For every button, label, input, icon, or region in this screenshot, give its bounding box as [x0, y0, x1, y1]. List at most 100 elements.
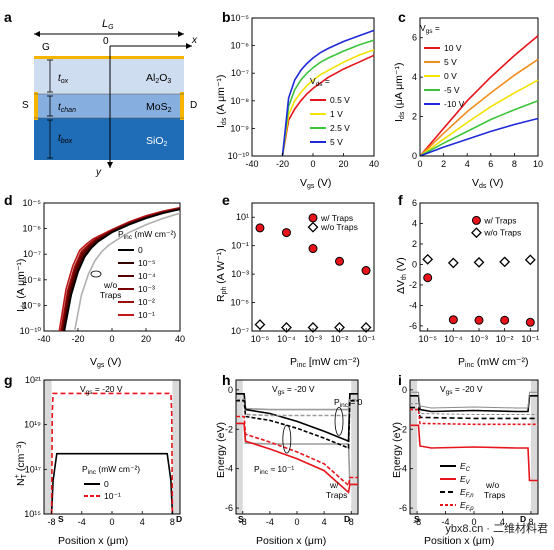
panel-label-d: d: [4, 192, 13, 208]
layer-sio2: [34, 118, 184, 160]
f-point-traps: [474, 315, 484, 325]
panel-d-labels: d Vgs (V) Ids (A μm⁻¹) Pinc (mW cm⁻²) w/…: [4, 192, 176, 369]
lg-label: LG: [102, 18, 114, 31]
b-series-line-0: [281, 54, 375, 157]
xtick-label-f: 10⁻¹: [521, 334, 539, 344]
source-label: S: [22, 100, 29, 111]
xtick-label-c: 4: [465, 159, 470, 169]
ytick-label-d: 10⁻⁹: [22, 300, 41, 310]
e-ylabel: Rph (A W⁻¹): [215, 248, 228, 302]
b-legend-entry-0: 0.5 V: [330, 95, 350, 105]
panel-label-f: f: [398, 192, 403, 208]
d-annotation-wo: w/o: [103, 280, 118, 290]
layer-mos2: [34, 94, 184, 118]
f-xlabel: Pinc (mW cm⁻²): [458, 356, 529, 369]
gate-contact: [34, 56, 184, 59]
plot-f: w/ Traps w/o Traps 10⁻⁵ 10⁻⁴ 10⁻³ 10⁻² 10⁻¹ 6 4 2…: [409, 198, 539, 344]
e-point-traps: [361, 266, 371, 276]
c-series-line-0: [419, 35, 539, 157]
xtick-label-i: -8: [413, 517, 421, 527]
xtick-label-f: 10⁻⁵: [418, 334, 437, 344]
xtick-label-g: 4: [140, 517, 145, 527]
xtick-label-i: 4: [500, 517, 505, 527]
c-series-line-3: [419, 100, 539, 157]
ytick-label-c: 2: [412, 112, 417, 122]
f-legend-traps: w/ Traps: [483, 215, 516, 225]
d-legend-entry-3: 10⁻³: [138, 284, 155, 294]
f-point-notraps: [524, 254, 536, 266]
g-legend-entry-0: 0: [104, 479, 109, 489]
ytick-label-e: 10⁻⁷: [231, 326, 249, 336]
e-point-notraps: [360, 322, 372, 333]
d-annotation-ellipse: [90, 270, 102, 278]
i-drain-region: [530, 380, 538, 514]
xtick-label-g: 8: [170, 517, 175, 527]
h-efn-line-traps: [236, 399, 358, 450]
d-legend-entry-0: 0: [138, 245, 143, 255]
ytick-label-i: 0: [402, 385, 407, 395]
xtick-label-c: 0: [417, 159, 422, 169]
e-point-traps: [255, 223, 265, 233]
plot-frame-b: [251, 17, 375, 157]
ytick-label-h: -2: [225, 424, 233, 434]
d-series-line-0: [73, 212, 181, 332]
g-ylabel: N+T (cm⁻³): [14, 441, 28, 486]
watermark: ybx8.cn · 二维材料君: [445, 523, 548, 535]
xtick-label-b: -40: [245, 159, 258, 169]
i-source-region: [410, 380, 418, 514]
ytick-label-b: 10⁻⁹: [230, 123, 249, 133]
e-point-traps: [335, 256, 345, 266]
panel-c-labels: c Vds (V) Ids (μA μm⁻¹) Vgs =: [393, 9, 503, 190]
tbox-label: tbox: [58, 133, 73, 145]
xtick-label-c: 2: [441, 159, 446, 169]
b-legend-entry-2: 2.5 V: [330, 123, 350, 133]
ytick-label-g: 10²¹: [25, 375, 41, 385]
xtick-label-b: -20: [276, 159, 289, 169]
ytick-label-d: 10⁻⁸: [22, 275, 41, 285]
f-point-traps: [500, 315, 510, 325]
xtick-label-f: 10⁻²: [496, 334, 514, 344]
panel-label-c: c: [398, 9, 406, 25]
d-series-line-6: [63, 208, 181, 332]
plot-h: -8 -4 0 4 8 0 -2 -4 -6: [225, 379, 359, 527]
panel-label-i: i: [398, 372, 402, 388]
panel-label-e: e: [222, 192, 230, 208]
plot-c: 0 2 4 6 8 10 0 2 4 6 10 V 5 V 0 V -5 V -10 V: [412, 17, 543, 169]
g-xlabel: Position x (μm): [58, 535, 128, 547]
i-wo: w/o: [485, 480, 500, 490]
xtick-label-h: 0: [294, 517, 299, 527]
i-legend-entry-3: EF,p: [460, 500, 474, 512]
plot-d: -40 -20 0 20 40 10⁻⁵ 10⁻⁶ 10⁻⁷ 10⁻⁸ 10⁻⁹ 10⁻¹⁰ 0 10⁻…: [20, 198, 185, 344]
e-point-notraps: [334, 322, 345, 333]
xtick-label-e: 10⁻⁴: [277, 334, 296, 344]
panel-b-labels: b Vgs (V) Ids (A μm⁻¹) Vds =: [215, 9, 331, 190]
tox-label: tox: [58, 73, 69, 85]
plot-b: -40 -20 0 20 40 10⁻⁵ 10⁻⁶ 10⁻⁷ 10⁻⁸ 10⁻⁹ 10⁻¹⁰ 0.5 …: [228, 13, 379, 169]
g-source-region: [44, 380, 52, 514]
ytick-label-c: 4: [412, 72, 417, 82]
xtick-label-d: -40: [37, 334, 50, 344]
ytick-label-b: 10⁻⁶: [231, 41, 250, 51]
h-traps: Traps: [326, 490, 347, 500]
panel-f-labels: f Pinc (mW cm⁻²) ΔVth (V): [395, 192, 529, 369]
f-point-notraps: [473, 256, 485, 268]
e-legend-traps: w/ Traps: [320, 213, 353, 223]
ytick-label-b: 10⁻⁵: [231, 13, 250, 23]
ytick-label-c: 6: [412, 33, 417, 43]
h-source-region: [236, 380, 243, 514]
h-drain-region: [351, 380, 358, 514]
d-legend-entry-1: 10⁻⁵: [138, 258, 155, 268]
panel-g-labels: g Position x (μm) N+T (cm⁻³) Vgs = -20 V…: [4, 372, 182, 547]
xtick-label-i: -4: [442, 517, 450, 527]
i-traps: Traps: [484, 490, 505, 500]
ytick-label-d: 10⁻¹⁰: [20, 326, 42, 336]
xtick-label-h: 4: [322, 517, 327, 527]
ytick-label-e: 10¹: [236, 212, 249, 222]
xtick-label-e: 10⁻¹: [357, 334, 375, 344]
xtick-label-d: 40: [175, 334, 185, 344]
f-point-traps: [448, 315, 458, 325]
ytick-label-d: 10⁻⁷: [23, 249, 41, 259]
d-legend-entry-5: 10⁻¹: [138, 310, 155, 320]
g-vgs: Vgs = -20 V: [80, 384, 123, 396]
ytick-label-i: -4: [399, 464, 407, 474]
